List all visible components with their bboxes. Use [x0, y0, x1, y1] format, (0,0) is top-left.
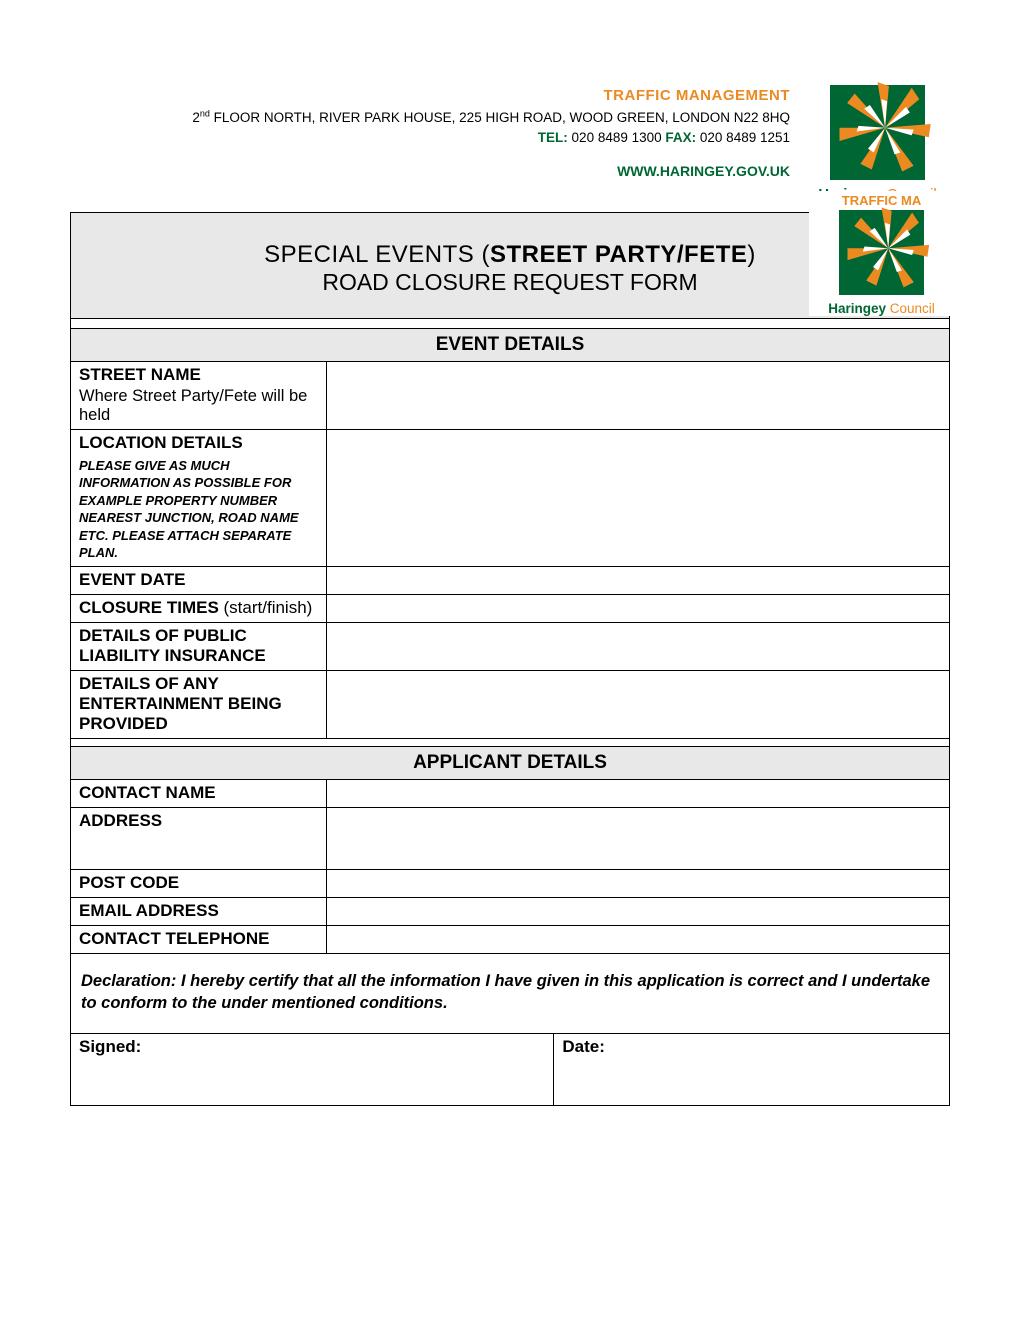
contact-line: TEL: 020 8489 1300 FAX: 020 8489 1251: [538, 130, 790, 145]
spacer: [71, 319, 949, 329]
row-telephone: CONTACT TELEPHONE: [71, 926, 949, 954]
input-postcode[interactable]: [326, 870, 949, 898]
inset-logo: TRAFFIC MA: [809, 191, 954, 316]
input-street-name[interactable]: [326, 362, 949, 430]
label-address: ADDRESS: [71, 808, 326, 870]
department-name: TRAFFIC MANAGEMENT: [604, 87, 790, 104]
applicant-fields-table: CONTACT NAME ADDRESS POST CODE EMAIL ADD…: [71, 780, 949, 954]
label-liability: DETAILS OF PUBLIC LIABILITY INSURANCE: [71, 623, 326, 671]
input-contact-name[interactable]: [326, 780, 949, 808]
row-email: EMAIL ADDRESS: [71, 898, 949, 926]
council-logo: Haringey Council: [805, 85, 950, 203]
label-telephone: CONTACT TELEPHONE: [71, 926, 326, 954]
event-fields-table: STREET NAME Where Street Party/Fete will…: [71, 362, 949, 747]
address-line: 2nd FLOOR NORTH, RIVER PARK HOUSE, 225 H…: [192, 110, 790, 125]
form-container: SPECIAL EVENTS (STREET PARTY/FETE) ROAD …: [70, 212, 950, 1106]
input-email[interactable]: [326, 898, 949, 926]
row-street-name: STREET NAME Where Street Party/Fete will…: [71, 362, 949, 430]
row-address: ADDRESS: [71, 808, 949, 870]
input-address[interactable]: [326, 808, 949, 870]
label-email: EMAIL ADDRESS: [71, 898, 326, 926]
tel-label: TEL:: [538, 130, 568, 145]
label-event-date: EVENT DATE: [71, 567, 326, 595]
row-entertainment: DETAILS OF ANY ENTERTAINMENT BEING PROVI…: [71, 671, 949, 739]
label-location: LOCATION DETAILS PLEASE GIVE AS MUCH INF…: [71, 429, 326, 566]
row-liability: DETAILS OF PUBLIC LIABILITY INSURANCE: [71, 623, 949, 671]
date-cell[interactable]: Date:: [554, 1034, 949, 1105]
input-location[interactable]: [326, 429, 949, 566]
input-liability[interactable]: [326, 623, 949, 671]
fax-value: 020 8489 1251: [696, 130, 790, 145]
fax-label: FAX:: [665, 130, 696, 145]
logo-starburst-icon: [830, 85, 925, 180]
tel-value: 020 8489 1300: [568, 130, 666, 145]
label-contact-name: CONTACT NAME: [71, 780, 326, 808]
page: TRAFFIC MANAGEMENT 2nd FLOOR NORTH, RIVE…: [0, 0, 1020, 1320]
form-title-block: SPECIAL EVENTS (STREET PARTY/FETE) ROAD …: [71, 213, 949, 319]
input-event-date[interactable]: [326, 567, 949, 595]
label-postcode: POST CODE: [71, 870, 326, 898]
inset-traffic-text: TRAFFIC MA: [832, 193, 932, 208]
label-street-name: STREET NAME Where Street Party/Fete will…: [71, 362, 326, 430]
inset-logo-text: Haringey Council: [809, 301, 954, 316]
section-applicant-details: APPLICANT DETAILS: [71, 747, 949, 780]
row-event-date: EVENT DATE: [71, 567, 949, 595]
row-postcode: POST CODE: [71, 870, 949, 898]
letterhead: TRAFFIC MANAGEMENT 2nd FLOOR NORTH, RIVE…: [70, 85, 950, 182]
row-contact-name: CONTACT NAME: [71, 780, 949, 808]
row-closure-times: CLOSURE TIMES (start/finish): [71, 595, 949, 623]
inset-starburst-icon: [839, 210, 924, 295]
section-event-details: EVENT DETAILS: [71, 329, 949, 362]
signature-table: Signed: Date:: [71, 1034, 949, 1105]
input-telephone[interactable]: [326, 926, 949, 954]
input-closure-times[interactable]: [326, 595, 949, 623]
signed-cell[interactable]: Signed:: [71, 1034, 554, 1105]
label-closure-times: CLOSURE TIMES (start/finish): [71, 595, 326, 623]
spacer-row: [71, 739, 949, 747]
input-entertainment[interactable]: [326, 671, 949, 739]
website-url: WWW.HARINGEY.GOV.UK: [617, 161, 790, 182]
declaration-text: Declaration: I hereby certify that all t…: [71, 954, 949, 1034]
row-location: LOCATION DETAILS PLEASE GIVE AS MUCH INF…: [71, 429, 949, 566]
label-entertainment: DETAILS OF ANY ENTERTAINMENT BEING PROVI…: [71, 671, 326, 739]
